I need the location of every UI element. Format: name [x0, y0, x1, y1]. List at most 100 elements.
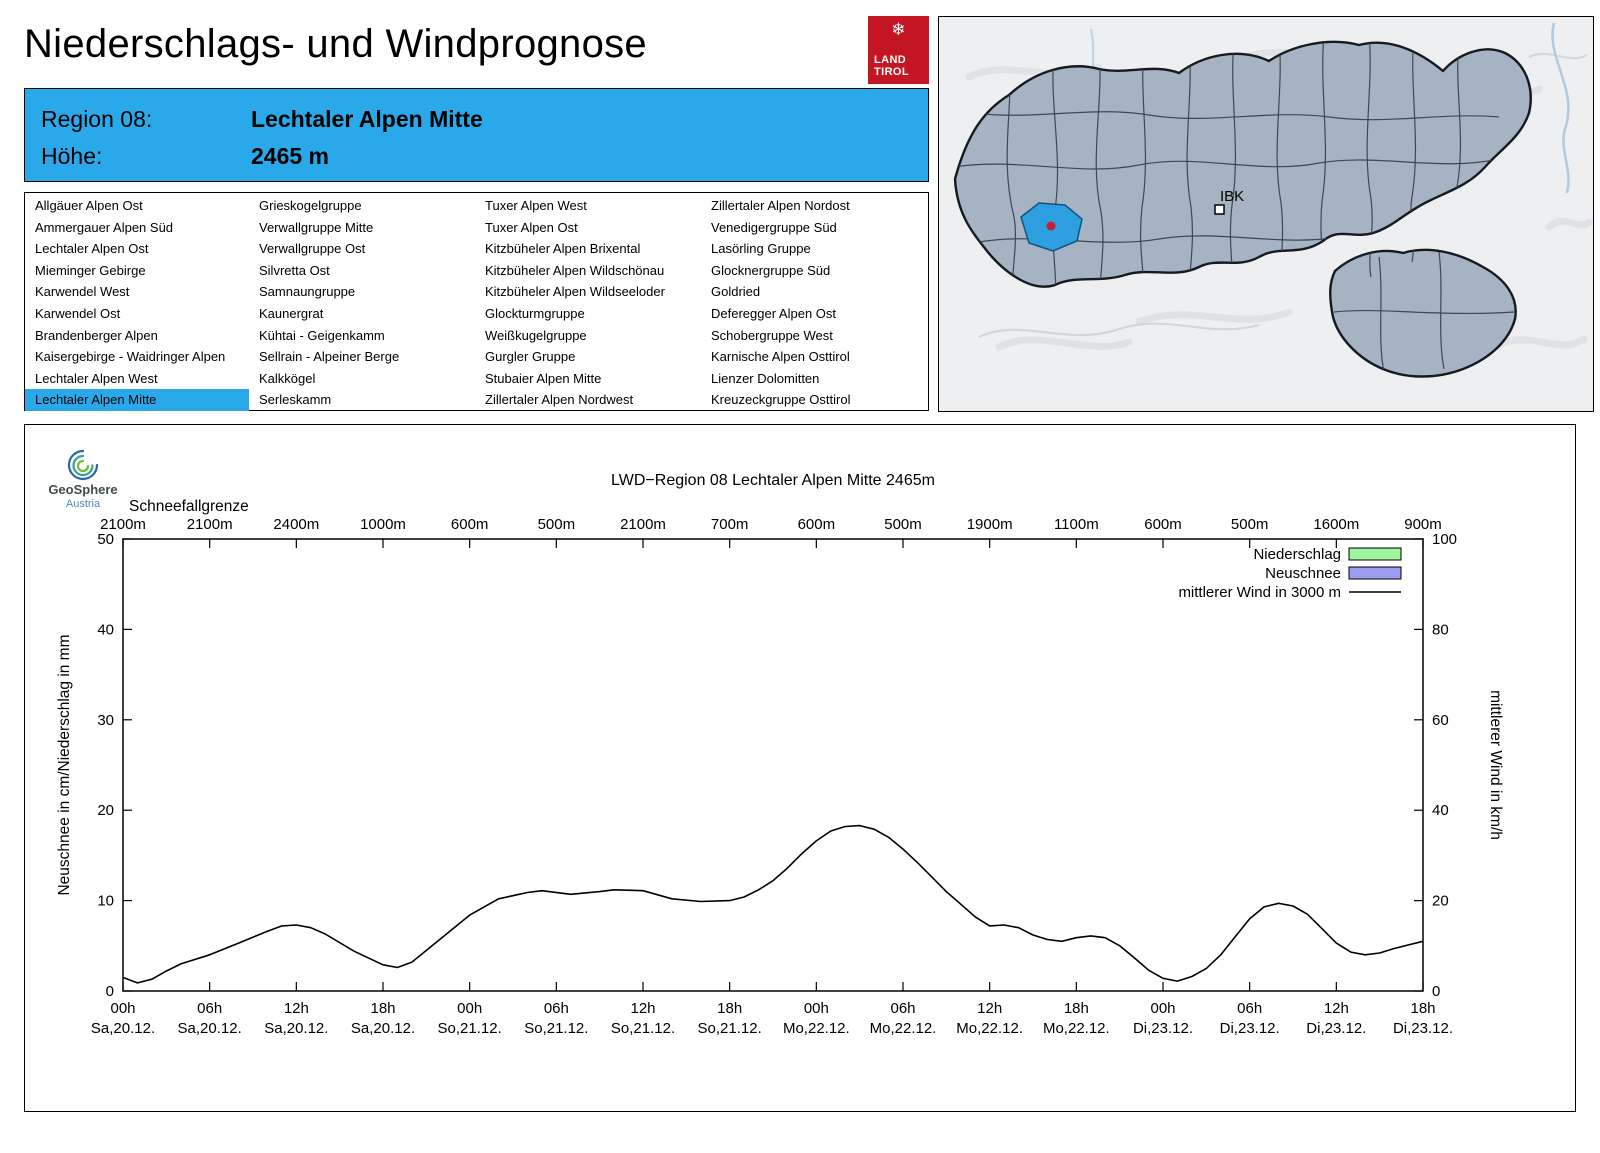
x-tick-time-label: 12h [284, 1000, 309, 1017]
legend-label: Neuschnee [1265, 565, 1341, 582]
region-list-item[interactable]: Brandenberger Alpen [35, 327, 158, 343]
x-tick-date-label: Sa,20.12. [264, 1020, 328, 1037]
snowline-value: 2400m [273, 516, 319, 533]
region-list-item[interactable]: Silvretta Ost [259, 262, 330, 278]
region-list-item[interactable]: Lasörling Gruppe [711, 241, 811, 257]
x-tick-time-label: 00h [457, 1000, 482, 1017]
region-list-item[interactable]: Serleskamm [259, 392, 332, 408]
tirol-regions[interactable] [953, 33, 1532, 378]
region-list-column: Zillertaler Alpen Nordost Venedigergruppe… [701, 195, 927, 410]
region-list-item[interactable]: Zillertaler Alpen Nordost [711, 198, 850, 213]
region-list-item[interactable]: Tuxer Alpen West [485, 198, 587, 213]
y-left-tick-label: 40 [97, 621, 114, 638]
geosphere-name: GeoSphere [48, 482, 117, 497]
selected-region-dot [1046, 221, 1056, 231]
x-tick-date-label: So,21.12. [611, 1020, 675, 1037]
x-tick-date-label: So,21.12. [524, 1020, 588, 1037]
x-tick-date-label: Di,23.12. [1133, 1020, 1193, 1037]
land-tirol-wordmark: LAND TIROL [874, 54, 923, 79]
snowline-value: 900m [1404, 516, 1442, 533]
x-tick-time-label: 18h [370, 1000, 395, 1017]
region-list-item[interactable]: Karwendel West [35, 284, 130, 300]
x-tick-time-label: 12h [977, 1000, 1002, 1017]
tirol-region-map[interactable]: IBK [938, 16, 1594, 412]
y-right-tick-label: 100 [1432, 531, 1457, 548]
region-list-item[interactable]: Zillertaler Alpen Nordwest [485, 392, 634, 408]
region-list-item[interactable]: Kitzbüheler Alpen Wildschönau [485, 262, 665, 278]
region-list-column: Grieskogelgruppe Verwallgruppe Mitte Verwa… [249, 195, 475, 410]
chart-dynamic-layer: 0 10 20 30 40 50 0 20 40 60 80 100 00h Sa,20.12. 2100m… [91, 516, 1457, 1037]
right-axis-title: mittlerer Wind in km/h [1487, 690, 1504, 840]
y-right-tick-label: 80 [1432, 621, 1449, 638]
region-list-item[interactable]: Kaunergrat [259, 305, 324, 321]
region-list-column: Tuxer Alpen West Tuxer Alpen Ost Kitzbühel… [475, 195, 701, 410]
x-tick-date-label: Di,23.12. [1393, 1020, 1453, 1037]
legend-label: mittlerer Wind in 3000 m [1178, 584, 1341, 601]
land-logo-line1: LAND [874, 53, 907, 66]
map-svg: IBK [939, 17, 1593, 411]
region-list-item[interactable]: Kaisergebirge - Waidringer Alpen [35, 349, 226, 365]
region-list-item[interactable]: Goldried [711, 284, 761, 300]
region-list-item[interactable]: Schobergruppe West [711, 327, 833, 343]
region-list-item[interactable]: Sellrain - Alpeiner Berge [259, 349, 400, 365]
region-header: Region 08: Lechtaler Alpen Mitte Höhe: 2… [24, 88, 929, 182]
region-list-item[interactable]: Verwallgruppe Mitte [259, 219, 374, 235]
river-inn-icon [1551, 22, 1570, 194]
region-list-item[interactable]: Verwallgruppe Ost [259, 241, 366, 257]
snowline-value: 2100m [620, 516, 666, 533]
region-list-item[interactable]: Karnische Alpen Osttirol [711, 349, 850, 365]
snowline-value: 600m [798, 516, 836, 533]
region-list-item[interactable]: Tuxer Alpen Ost [485, 219, 578, 235]
snowline-value: 600m [1144, 516, 1182, 533]
east-tirol-shape [1329, 248, 1517, 378]
geosphere-icon [67, 449, 99, 481]
region-list-item[interactable]: Kreuzeckgruppe Osttirol [711, 392, 851, 408]
region-list-item[interactable]: Kitzbüheler Alpen Wildseeloder [485, 284, 665, 300]
x-tick-time-label: 00h [110, 1000, 135, 1017]
region-list-item-selected[interactable]: Lechtaler Alpen Mitte [25, 389, 249, 411]
x-tick-time-label: 12h [630, 1000, 655, 1017]
region-list-item[interactable]: Venedigergruppe Süd [711, 219, 837, 235]
y-right-tick-label: 20 [1432, 893, 1449, 910]
snowline-value: 500m [1231, 516, 1269, 533]
region-list-item[interactable]: Karwendel Ost [35, 305, 121, 321]
legend-label: Niederschlag [1253, 546, 1341, 563]
region-value: Lechtaler Alpen Mitte [251, 106, 483, 132]
x-tick-date-label: Mo,22.12. [956, 1020, 1023, 1037]
region-list-item[interactable]: Allgäuer Alpen Ost [35, 198, 143, 213]
legend-swatch-neuschnee [1348, 566, 1402, 580]
snowline-label: Schneefallgrenze [129, 498, 249, 515]
region-list-item[interactable]: Glocknergruppe Süd [711, 262, 831, 278]
geosphere-logo: GeoSphere Austria [48, 449, 118, 510]
x-tick-date-label: Sa,20.12. [91, 1020, 155, 1037]
region-list-item[interactable]: Kitzbüheler Alpen Brixental [485, 241, 641, 257]
snowline-value: 1000m [360, 516, 406, 533]
region-list-item[interactable]: Lienzer Dolomitten [711, 370, 820, 386]
region-list-item[interactable]: Weißkugelgruppe [485, 327, 587, 343]
x-tick-time-label: 06h [890, 1000, 915, 1017]
y-right-tick-label: 60 [1432, 712, 1449, 729]
altitude-value: 2465 m [251, 143, 330, 169]
region-list-item[interactable]: Gurgler Gruppe [485, 349, 576, 365]
region-list-item[interactable]: Stubaier Alpen Mitte [485, 370, 602, 386]
x-tick-date-label: So,21.12. [698, 1020, 762, 1037]
x-tick-time-label: 18h [1410, 1000, 1435, 1017]
snowline-value: 600m [451, 516, 489, 533]
region-list-item[interactable]: Lechtaler Alpen West [35, 370, 158, 386]
snowline-value: 2100m [100, 516, 146, 533]
region-list-item[interactable]: Ammergauer Alpen Süd [35, 219, 174, 235]
region-list-item[interactable]: Lechtaler Alpen Ost [35, 241, 149, 257]
region-list-item[interactable]: Deferegger Alpen Ost [711, 305, 837, 321]
region-list-item[interactable]: Grieskogelgruppe [259, 198, 362, 213]
region-list-item[interactable]: Kühtai - Geigenkamm [259, 327, 385, 343]
wind-line [122, 824, 1424, 984]
page-title: Niederschlags- und Windprognose [24, 22, 647, 66]
region-list-item[interactable]: Glockturmgruppe [485, 305, 585, 321]
region-list-item[interactable]: Kalkkögel [259, 370, 316, 386]
region-list-item[interactable]: Mieminger Gebirge [35, 262, 146, 278]
region-label: Region 08: [41, 106, 153, 132]
x-tick-date-label: Sa,20.12. [351, 1020, 415, 1037]
region-list-item[interactable]: Samnaungruppe [259, 284, 356, 300]
x-tick-date-label: Mo,22.12. [870, 1020, 937, 1037]
